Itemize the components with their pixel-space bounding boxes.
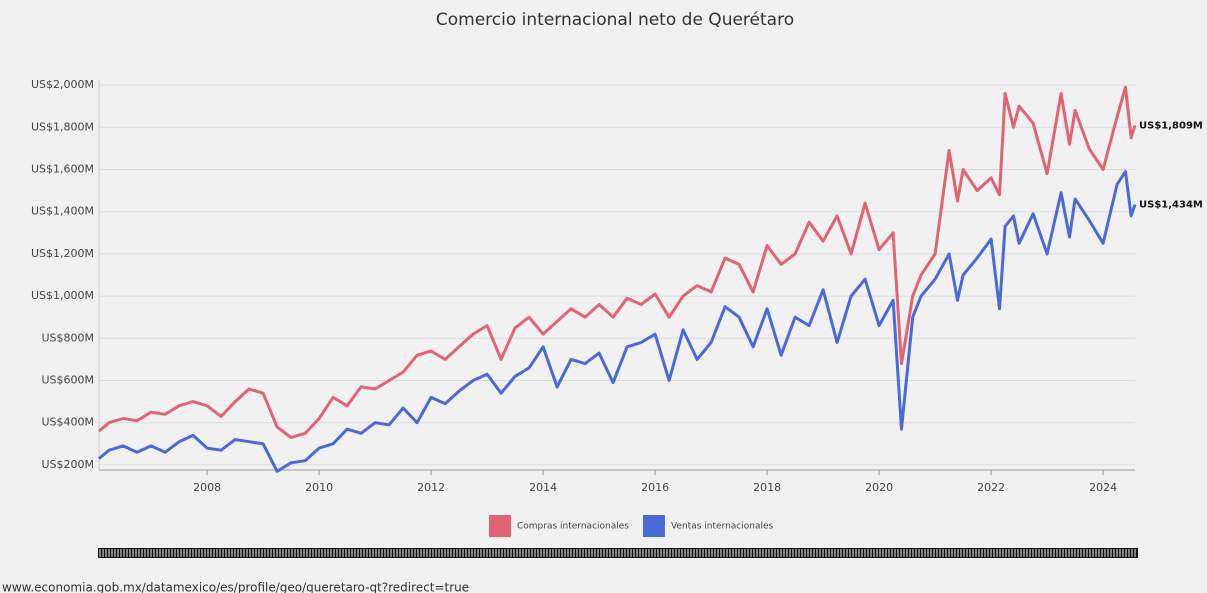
- end-label: US$1,434M: [1139, 200, 1203, 211]
- y-tick-label: US$2,000M: [31, 78, 94, 91]
- x-tick-label: 2014: [529, 481, 557, 494]
- x-tick-label: 2018: [753, 481, 781, 494]
- y-tick-label: US$1,800M: [31, 120, 94, 133]
- x-tick-label: 2010: [305, 481, 333, 494]
- legend-swatch: [489, 515, 511, 537]
- x-tick-label: 2020: [865, 481, 893, 494]
- series-line: [98, 170, 1137, 473]
- x-tick-label: 2022: [977, 481, 1005, 494]
- legend-label: Ventas internacionales: [671, 522, 774, 532]
- y-tick-label: US$1,600M: [31, 162, 94, 175]
- end-label: US$1,809M: [1139, 120, 1203, 131]
- scrollbar[interactable]: [98, 548, 1138, 558]
- legend-label: Compras internacionales: [517, 522, 629, 532]
- y-tick-label: US$1,400M: [31, 205, 94, 218]
- y-tick-label: US$1,200M: [31, 247, 94, 260]
- y-tick-label: US$800M: [41, 331, 94, 344]
- y-tick-label: US$200M: [41, 458, 94, 471]
- scroll-track[interactable]: [98, 548, 1138, 558]
- y-tick-label: US$600M: [41, 374, 94, 387]
- legend-swatch: [642, 515, 665, 537]
- y-tick-label: US$1,000M: [31, 289, 94, 302]
- x-tick-label: 2016: [641, 481, 669, 494]
- url: www.economia.gob.mx/datamexico/es/profil…: [2, 581, 469, 593]
- y-tick-label: US$400M: [41, 416, 94, 429]
- x-tick-label: 2024: [1089, 481, 1117, 494]
- series-line: [98, 85, 1137, 439]
- x-tick-label: 2012: [417, 481, 445, 494]
- chart-title: Comercio internacional neto de Querétaro: [436, 10, 794, 30]
- x-tick-label: 2008: [193, 481, 221, 494]
